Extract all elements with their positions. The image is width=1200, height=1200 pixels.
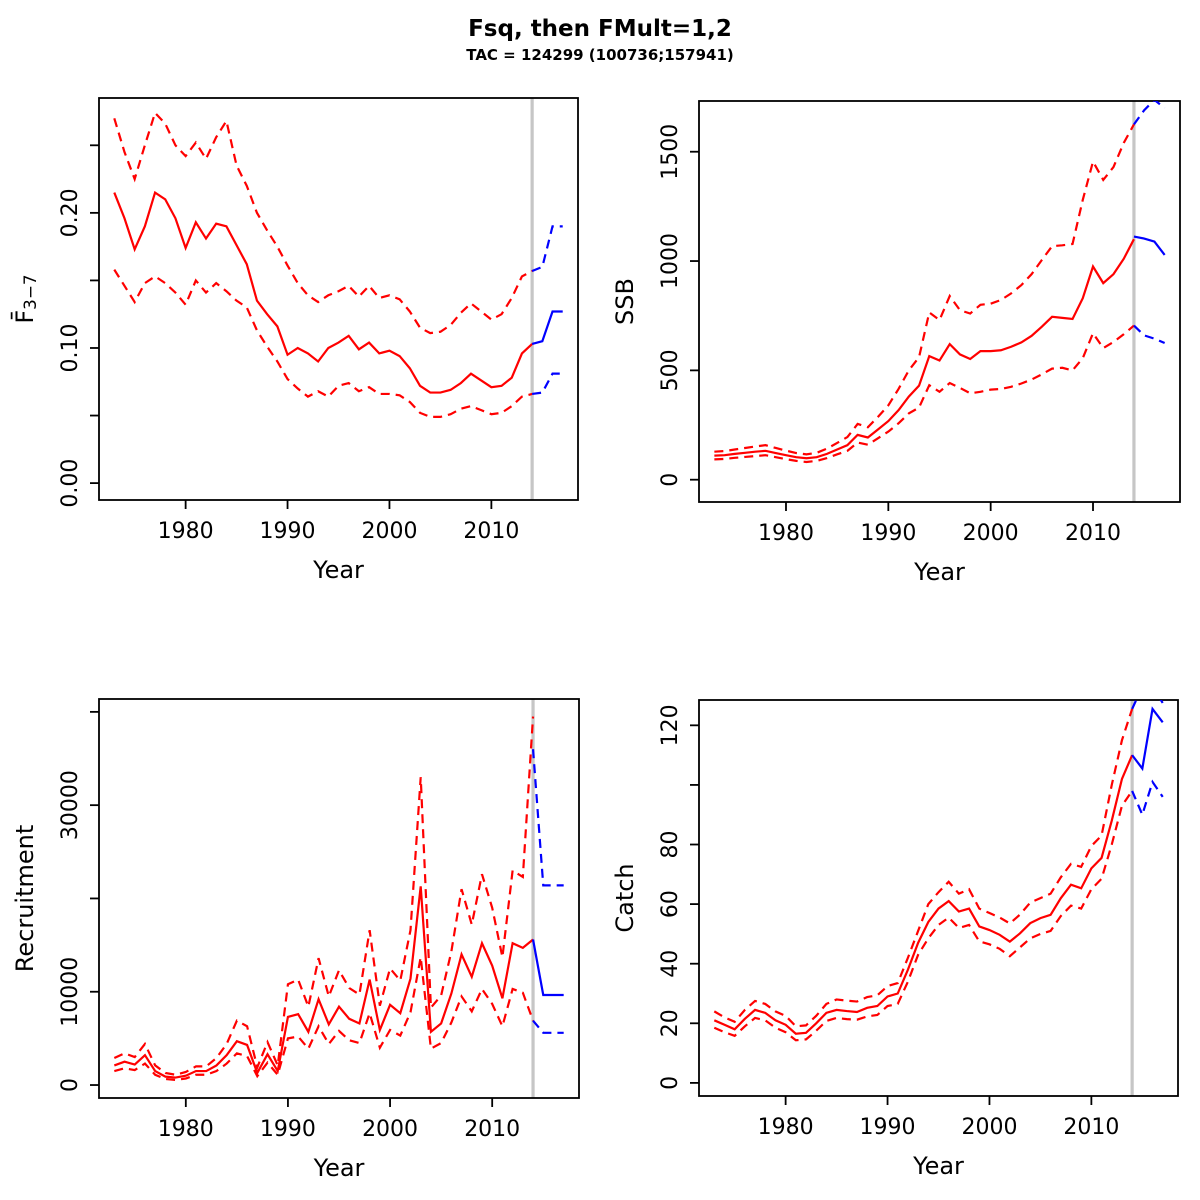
forecast-median-line: [531, 310, 563, 345]
forecast-median-line: [1131, 706, 1164, 772]
panel-recruitment: 1980 1990 2000 2010 0 10000 30000 Year Recruitme…: [11, 698, 580, 1182]
ci-lower-line: [713, 790, 1134, 1042]
median-line: [714, 238, 1135, 460]
y-tick-label: 500: [658, 349, 683, 391]
forecast-ci-lower-line: [532, 1019, 564, 1034]
x-tick-label: 2000: [963, 521, 1019, 546]
x-tick-label: 1980: [758, 1115, 814, 1140]
y-tick-label: 80: [658, 831, 683, 859]
ci-upper-line: [113, 716, 535, 1076]
y-tick-label: 1500: [658, 124, 683, 180]
panel-ssb: 1980 1990 2000 2010 0 500 1000 1500 Year SSB: [611, 100, 1181, 586]
y-tick-label: 0.10: [58, 323, 83, 372]
y-tick-label: 0.00: [58, 459, 83, 508]
y-tick-label: 120: [658, 704, 683, 746]
x-tick-label: 1990: [260, 519, 316, 544]
ci-lower-line: [114, 957, 535, 1082]
y-tick-label: 0: [658, 473, 683, 487]
forecast-median-line: [1133, 235, 1166, 256]
ci-upper-line: [714, 123, 1135, 456]
forecast-median-line: [531, 939, 564, 997]
forecast-ci-upper-line: [1131, 700, 1164, 710]
plot-frame: [98, 97, 579, 501]
forecast-ci-lower-line: [1133, 324, 1166, 345]
x-tick-label: 2000: [361, 519, 417, 544]
median-line: [713, 754, 1134, 1035]
plot-frame: [698, 100, 1181, 503]
forecast-ci-upper-line: [531, 225, 563, 272]
y-tick-label: 20: [658, 1009, 683, 1037]
x-tick-label: 2010: [463, 519, 519, 544]
x-axis-title: Year: [313, 1154, 365, 1182]
y-tick-label: 40: [658, 950, 683, 978]
ci-upper-line: [713, 708, 1134, 1028]
x-tick-label: 2010: [1063, 1115, 1119, 1140]
median-line: [113, 190, 533, 394]
plot-title: Fsq, then FMult=1,2: [468, 16, 732, 42]
plot-frame: [698, 699, 1179, 1097]
panel-catch: 1980 1990 2000 2010 0 20 40 60 80 120 Year Catch: [611, 699, 1179, 1180]
y-tick-label: 60: [658, 890, 683, 918]
plot-subtitle: TAC = 124299 (100736;157941): [466, 46, 734, 64]
x-tick-label: 2010: [464, 1117, 520, 1142]
y-tick-label: 30000: [58, 770, 83, 840]
forecast-ci-upper-line: [1133, 101, 1166, 126]
x-tick-label: 1990: [260, 1117, 316, 1142]
y-axis-title: F̄3−7: [10, 274, 41, 323]
y-tick-label: 10000: [58, 957, 83, 1027]
y-tick-label: 0: [58, 1078, 83, 1092]
forecast-ci-lower-line: [1131, 779, 1164, 818]
ci-upper-line: [113, 110, 533, 335]
x-tick-label: 2000: [961, 1115, 1017, 1140]
x-tick-label: 2000: [362, 1117, 418, 1142]
y-axis-title: Recruitment: [11, 825, 39, 972]
x-tick-label: 1980: [158, 1117, 214, 1142]
x-tick-label: 1990: [860, 1115, 916, 1140]
plot-frame: [98, 698, 580, 1099]
y-axis-title: Catch: [611, 863, 639, 932]
panel-fbar: 1980 1990 2000 2010 0.00 0.10 0.20 Year F̄3−7: [10, 97, 579, 584]
ci-lower-line: [113, 269, 533, 418]
x-tick-label: 2010: [1065, 521, 1121, 546]
forecast-ci-lower-line: [531, 372, 563, 396]
y-tick-label: 0.20: [58, 188, 83, 237]
x-axis-title: Year: [312, 556, 364, 584]
x-tick-label: 1980: [758, 521, 814, 546]
forecast-ci-upper-line: [531, 749, 564, 887]
y-tick-label: 1000: [658, 233, 683, 289]
median-line: [113, 886, 534, 1079]
y-axis-title: SSB: [611, 278, 639, 325]
x-tick-label: 1990: [860, 521, 916, 546]
x-axis-title: Year: [912, 1152, 964, 1180]
ci-lower-line: [714, 324, 1135, 464]
y-tick-label: 0: [658, 1076, 683, 1090]
x-tick-label: 1980: [158, 519, 214, 544]
x-axis-title: Year: [913, 558, 965, 586]
